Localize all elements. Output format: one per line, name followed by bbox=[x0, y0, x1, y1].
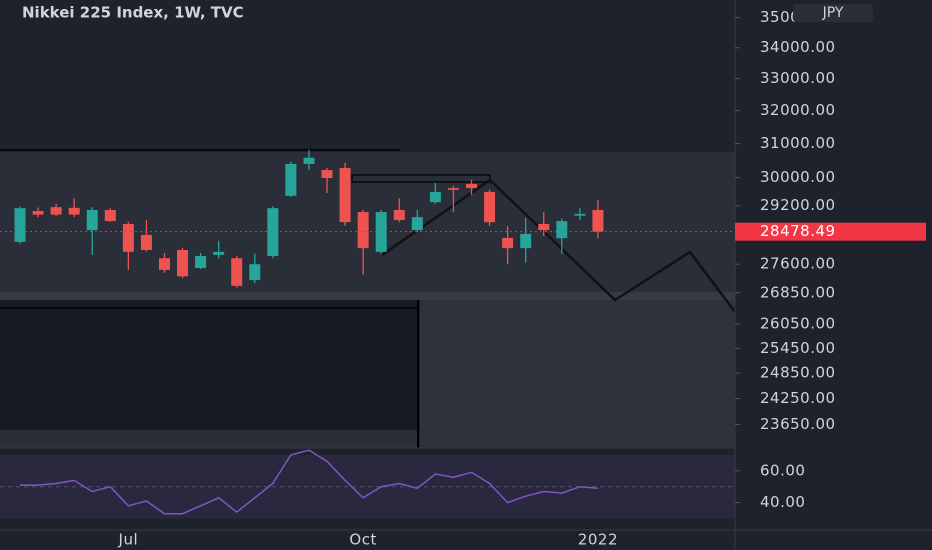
candle-body bbox=[195, 255, 207, 268]
y-tick-label: 31000.00 bbox=[760, 134, 836, 152]
rsi-pane bbox=[0, 448, 735, 530]
candle-body bbox=[32, 211, 44, 215]
candle-body bbox=[502, 237, 514, 249]
candle-body bbox=[267, 208, 279, 256]
candle-body bbox=[321, 170, 333, 178]
y-tick-label: 24850.00 bbox=[760, 364, 836, 382]
y-tick-label: 30000.00 bbox=[760, 168, 836, 186]
candle-body bbox=[411, 217, 423, 231]
last-price-badge bbox=[735, 222, 926, 241]
currency[interactable]: JPY bbox=[822, 5, 844, 21]
x-tick-label: Jul bbox=[118, 531, 139, 549]
chart-title: Nikkei 225 Index, 1W, TVC bbox=[22, 4, 244, 22]
y-tick-label: 29200.00 bbox=[760, 196, 836, 214]
y-tick-label: 25450.00 bbox=[760, 339, 836, 357]
y-tick-label: 27600.00 bbox=[760, 255, 836, 273]
candle-body bbox=[14, 208, 26, 242]
x-tick-label: 2022 bbox=[578, 531, 618, 549]
currency-badge[interactable] bbox=[793, 4, 873, 22]
y-tick-label: 26850.00 bbox=[760, 283, 836, 301]
y-tick-label: 24250.00 bbox=[760, 389, 836, 407]
y-tick-label: 34000.00 bbox=[760, 38, 836, 56]
candle-body bbox=[303, 157, 315, 164]
candle-body bbox=[447, 188, 459, 190]
y-tick-label: 40.00 bbox=[760, 493, 805, 511]
y-tick-label: 60.00 bbox=[760, 461, 805, 479]
lower-box bbox=[0, 300, 418, 430]
candle-body bbox=[50, 207, 62, 215]
last-price-label: 28478.49 bbox=[760, 222, 836, 240]
lower-strip bbox=[0, 430, 418, 448]
y-tick-label: 23650.00 bbox=[760, 415, 836, 433]
candle-body bbox=[339, 168, 351, 223]
lower-box-right bbox=[420, 300, 735, 448]
candle-body bbox=[68, 207, 80, 215]
candle-body bbox=[538, 223, 550, 231]
candle-body bbox=[213, 251, 225, 255]
candle-body bbox=[574, 213, 586, 216]
candle-body bbox=[484, 191, 496, 223]
candle-body bbox=[592, 209, 604, 232]
candle-body bbox=[429, 191, 441, 203]
candle-body bbox=[357, 212, 369, 249]
y-tick-label: 33000.00 bbox=[760, 69, 836, 87]
candle-body bbox=[556, 221, 568, 239]
candle-body bbox=[249, 264, 261, 281]
candle-body bbox=[177, 250, 189, 277]
candle-body bbox=[104, 209, 116, 222]
candle-body bbox=[466, 183, 477, 189]
candle-body bbox=[140, 234, 152, 251]
range-edge bbox=[0, 292, 735, 300]
y-tick-label: 26050.00 bbox=[760, 315, 836, 333]
rsi-line bbox=[20, 449, 598, 515]
x-tick-label: Oct bbox=[349, 531, 376, 549]
candle-body bbox=[122, 223, 134, 252]
candle-body bbox=[158, 258, 170, 270]
candle-body bbox=[231, 258, 243, 286]
candle-body bbox=[86, 209, 98, 231]
candle-body bbox=[285, 163, 297, 196]
y-tick-label: 32000.00 bbox=[760, 101, 836, 119]
candle-body bbox=[393, 209, 405, 221]
candle-body bbox=[520, 233, 532, 249]
